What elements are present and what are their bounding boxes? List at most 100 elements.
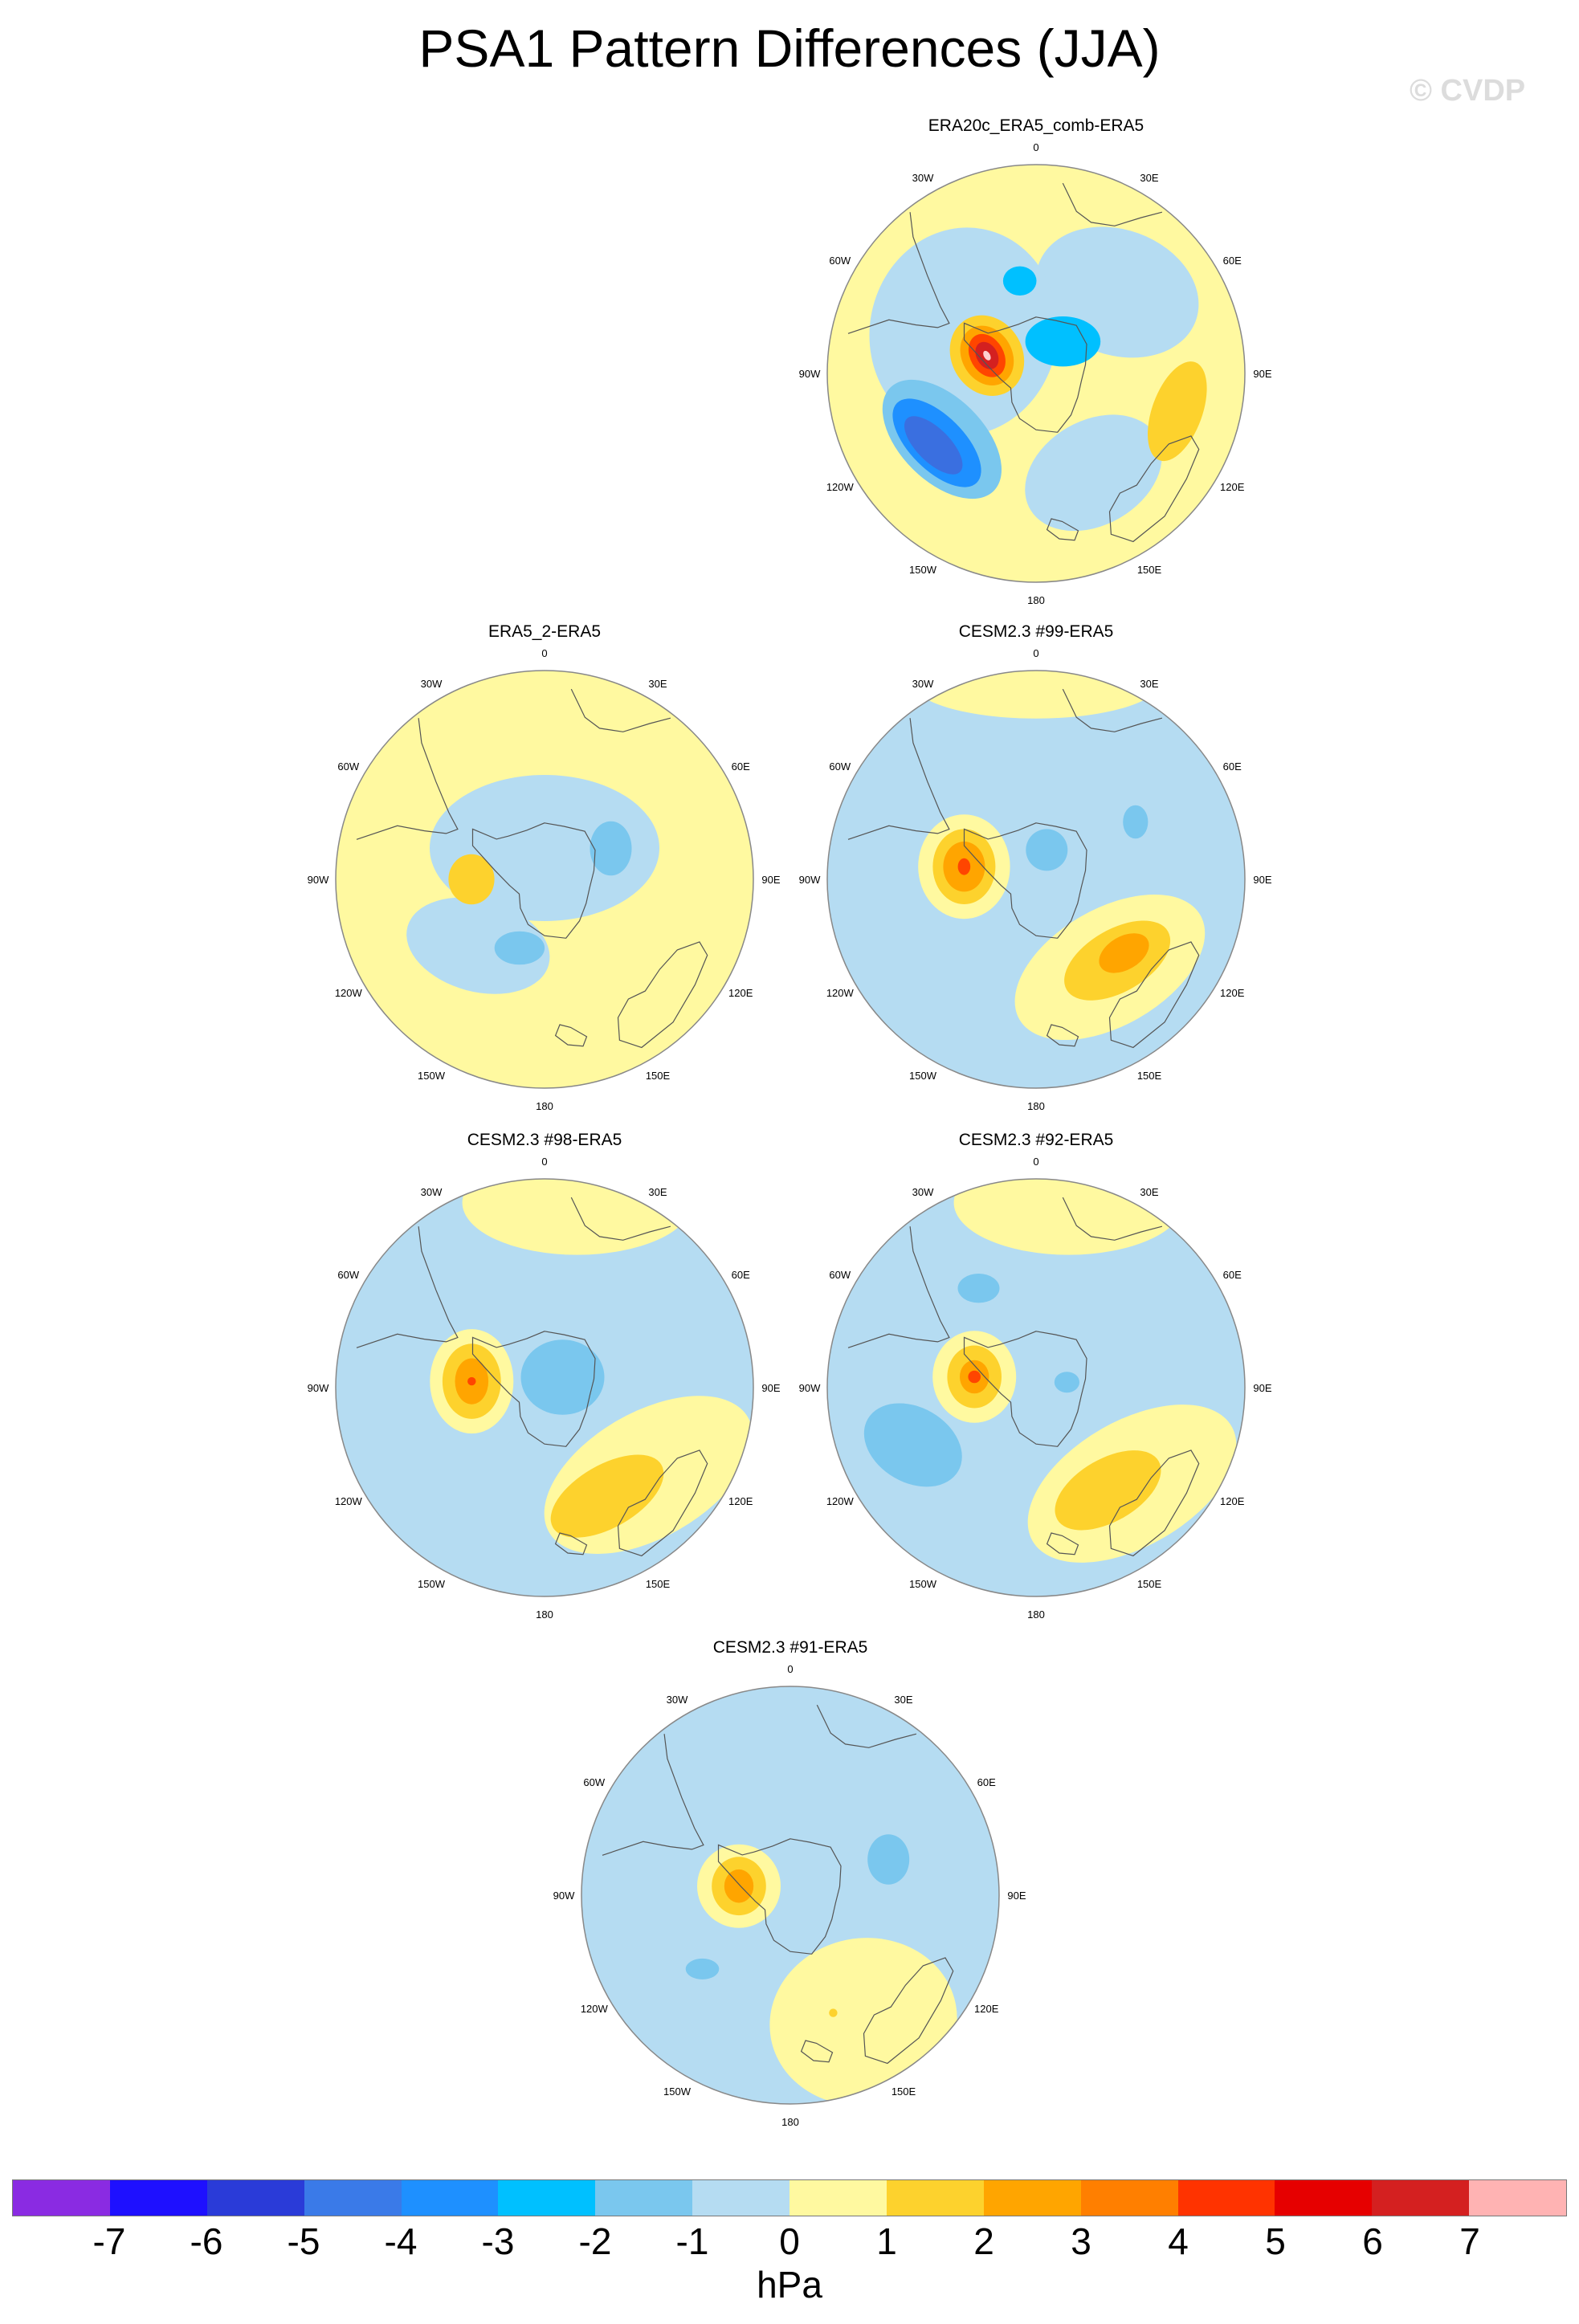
new-zealand-coastline xyxy=(1046,1024,1079,1047)
colorbar-tick: 1 xyxy=(876,2220,897,2262)
colorbar-swatch xyxy=(1275,2180,1373,2216)
contour-region xyxy=(953,1179,1184,1255)
new-zealand-coastline xyxy=(554,1024,588,1047)
map-border xyxy=(826,670,1246,1089)
colorbar-tick: -3 xyxy=(481,2220,515,2262)
colorbar-swatch xyxy=(692,2180,790,2216)
longitude-label: 0 xyxy=(1033,647,1038,659)
colorbar-tick: -1 xyxy=(675,2220,709,2262)
africa-coastline xyxy=(1062,182,1163,226)
australia-coastline xyxy=(1108,435,1200,543)
longitude-label: 30E xyxy=(894,1694,912,1706)
longitude-label: 90W xyxy=(308,874,329,886)
longitude-label: 30E xyxy=(1140,172,1158,184)
colorbar-units: hPa xyxy=(757,2264,822,2306)
contour-region xyxy=(520,1339,605,1415)
map-panel-era20c: ERA20c_ERA5_comb-ERA5 0 30E 60E 90E 120E 150E… xyxy=(787,116,1285,630)
map-border xyxy=(826,1178,1246,1597)
contour-region xyxy=(957,858,971,875)
longitude-label: 150W xyxy=(663,2085,692,2098)
colorbar-swatch xyxy=(595,2180,693,2216)
map-panel-era5-2: ERA5_2-ERA5 0 30E 60E 90E 120E 150E 180 150W 120… xyxy=(296,622,794,1136)
longitude-label: 90W xyxy=(308,1382,329,1394)
longitude-label: 90E xyxy=(1253,368,1271,380)
africa-coastline xyxy=(1062,1197,1163,1241)
longitude-label: 60W xyxy=(829,1269,851,1281)
figure-title: PSA1 Pattern Differences (JJA) xyxy=(418,18,1161,78)
colorbar-swatch xyxy=(109,2180,207,2216)
longitude-label: 30W xyxy=(421,1186,443,1198)
contour-region xyxy=(1025,316,1101,367)
south-america-coastline xyxy=(602,1734,704,1856)
colorbar-tick: -2 xyxy=(578,2220,612,2262)
longitude-label: 90W xyxy=(553,1890,575,1902)
contour-region xyxy=(406,897,550,994)
south-america-coastline xyxy=(356,1226,459,1348)
contour-region xyxy=(1123,805,1149,839)
antarctica-coastline xyxy=(963,822,1087,939)
contour-region xyxy=(968,1370,981,1384)
longitude-label: 150W xyxy=(909,564,937,576)
longitude-label: 150E xyxy=(646,1578,671,1590)
contour-region xyxy=(1002,266,1037,296)
panel-title: CESM2.3 #91-ERA5 xyxy=(712,1638,868,1657)
longitude-label: 180 xyxy=(1027,594,1045,606)
contour-region xyxy=(467,1376,476,1386)
contour-region xyxy=(1055,1450,1161,1531)
longitude-label: 30W xyxy=(421,678,443,690)
polar-map: 0 30E 60E 90E 120E 150E 180 150W 120W 90W 60W 30W xyxy=(308,1156,781,1621)
colorbar-swatch xyxy=(790,2180,887,2216)
longitude-label: 150E xyxy=(892,2085,916,2098)
colorbar-swatch xyxy=(1080,2180,1178,2216)
longitude-label: 60E xyxy=(1223,255,1242,267)
antarctica-coastline xyxy=(717,1838,842,1955)
longitude-label: 30E xyxy=(1140,678,1158,690)
longitude-label: 120E xyxy=(1220,1495,1245,1507)
polar-map: 0 30E 60E 90E 120E 150E 180 150W 120W 90W 60W 30W xyxy=(799,1156,1272,1621)
longitude-label: 180 xyxy=(536,1608,553,1621)
longitude-label: 30W xyxy=(912,678,934,690)
polar-map: 0 30E 60E 90E 120E 150E 180 150W 120W 90W 60W 30W xyxy=(553,1663,1026,2128)
longitude-label: 90E xyxy=(1253,874,1271,886)
longitude-label: 90W xyxy=(799,1382,821,1394)
new-zealand-coastline xyxy=(554,1532,588,1555)
contour-region xyxy=(590,821,632,876)
longitude-label: 150E xyxy=(646,1070,671,1082)
longitude-label: 120E xyxy=(974,2003,999,2015)
new-zealand-coastline xyxy=(1046,518,1079,541)
panel-title: CESM2.3 #92-ERA5 xyxy=(958,1131,1114,1149)
longitude-label: 150E xyxy=(1137,1578,1162,1590)
longitude-label: 120E xyxy=(728,987,753,999)
australia-coastline xyxy=(617,941,708,1049)
longitude-label: 60E xyxy=(732,1269,750,1281)
longitude-label: 150E xyxy=(1137,564,1162,576)
colorbar-tick: -5 xyxy=(287,2220,320,2262)
australia-coastline xyxy=(1108,1449,1200,1557)
contour-region xyxy=(904,416,963,475)
longitude-label: 120E xyxy=(1220,481,1245,493)
colorbar-tick: 0 xyxy=(779,2220,800,2262)
colorbar-swatch xyxy=(983,2180,1081,2216)
colorbar xyxy=(12,2179,1567,2216)
colorbar-swatch xyxy=(498,2180,596,2216)
contour-region xyxy=(1025,414,1162,532)
antarctica-coastline xyxy=(471,1331,596,1447)
longitude-label: 120W xyxy=(826,481,855,493)
contour-region xyxy=(863,1403,962,1487)
new-zealand-coastline xyxy=(800,2040,834,2063)
longitude-label: 90W xyxy=(799,368,821,380)
contour-region xyxy=(685,1958,720,1979)
contour-region xyxy=(1054,1372,1079,1393)
map-border xyxy=(335,670,754,1089)
longitude-label: 60E xyxy=(1223,1269,1242,1281)
colorbar-tick: 3 xyxy=(1071,2220,1091,2262)
longitude-label: 150W xyxy=(418,1070,446,1082)
contour-region xyxy=(957,1274,1000,1303)
colorbar-tick: -7 xyxy=(92,2220,126,2262)
panel-title: ERA20c_ERA5_comb-ERA5 xyxy=(928,116,1144,135)
contour-region xyxy=(494,931,545,965)
longitude-label: 90E xyxy=(1007,1890,1026,1902)
contour-region xyxy=(724,1869,754,1903)
longitude-label: 60E xyxy=(977,1776,996,1788)
south-america-coastline xyxy=(847,1226,950,1348)
